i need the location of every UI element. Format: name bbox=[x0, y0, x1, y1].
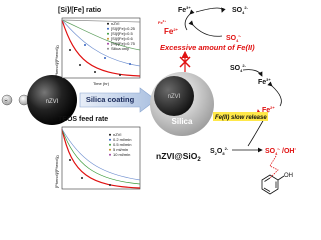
y-axis-label: [Phenol]/[Phenol]0 bbox=[54, 45, 60, 78]
ratio-title: [Si]/[Fe] ratio bbox=[58, 7, 101, 14]
blocked-x bbox=[179, 56, 191, 68]
top-fe3: Fe3+ bbox=[178, 5, 191, 14]
text-part: SO bbox=[230, 65, 241, 72]
top-so4-rad: SO4•- bbox=[226, 33, 242, 43]
legend-entry: Silica only bbox=[111, 46, 129, 51]
text-part: 2- bbox=[242, 63, 246, 68]
text-part: SO bbox=[232, 7, 243, 14]
y-label-text-2: [Phenol]/[Phenol] bbox=[54, 158, 59, 188]
text-part: O bbox=[217, 148, 223, 155]
text-part: Fe bbox=[258, 79, 266, 86]
legend-swatch bbox=[109, 138, 111, 141]
text-part: 4 bbox=[236, 38, 239, 43]
text-part: •- bbox=[277, 146, 280, 151]
product-sub: 2 bbox=[197, 157, 201, 163]
legend-entry: [Si]/[Fe]=0.5 bbox=[111, 31, 133, 36]
y-label-sub: 0 bbox=[55, 45, 60, 48]
text-part: SO bbox=[265, 148, 276, 155]
text-part: •- bbox=[238, 33, 241, 38]
legend-entry: 0.2 ml/min bbox=[113, 137, 131, 142]
coating-arrow bbox=[79, 87, 157, 113]
top-note: Excessive amount of Fe(II) bbox=[160, 43, 255, 52]
top-fe2: Fe2+ bbox=[164, 27, 179, 36]
legend-swatch bbox=[107, 32, 109, 35]
s2o8: S2O82- bbox=[210, 146, 229, 156]
legend-swatch bbox=[109, 133, 111, 136]
legend-entry: nZVI bbox=[111, 21, 119, 26]
text-part: 8 bbox=[222, 151, 225, 156]
product-label: nZVI@SiO2 bbox=[156, 151, 201, 163]
text-part: Fe bbox=[164, 27, 174, 36]
bottom-fe3: Fe3+ bbox=[258, 77, 271, 86]
text-part: 2+ bbox=[173, 27, 178, 32]
text-part: Fe bbox=[178, 7, 186, 14]
text-part: S bbox=[210, 148, 215, 155]
graphical-abstract: ⦿ nZVI [Si]/[Fe] ratio nZVI[Si]/[Fe]=0.2… bbox=[1, 5, 296, 195]
legend-swatch bbox=[109, 148, 111, 151]
nzvi-particle bbox=[27, 75, 77, 125]
text-part: /OH bbox=[280, 148, 294, 155]
legend-swatch bbox=[107, 37, 109, 40]
text-part: 2 bbox=[215, 151, 218, 156]
text-part: 4 bbox=[240, 68, 243, 73]
legend-swatch bbox=[107, 27, 109, 30]
legend-swatch bbox=[109, 153, 111, 156]
release-box bbox=[213, 112, 268, 121]
text-part: 2- bbox=[225, 146, 229, 151]
bottom-fe2: Fe2+ bbox=[262, 105, 275, 114]
text-part: Fe bbox=[158, 20, 163, 25]
top-so4: SO42- bbox=[232, 5, 249, 15]
y-label-sub-2: 0 bbox=[55, 155, 60, 158]
core-label: nZVI bbox=[168, 94, 181, 100]
bottom-cycle bbox=[225, 69, 282, 179]
text-part: • bbox=[294, 146, 296, 151]
legend-entry: 5 ml/min bbox=[113, 147, 128, 152]
legend-entry: [Si]/[Fe]=0.75 bbox=[111, 41, 136, 46]
y-axis-label-2: [Phenol]/[Phenol]0 bbox=[54, 155, 60, 188]
legend-entry: 10 ml/min bbox=[113, 152, 130, 157]
release-label: Fe(II) slow release bbox=[215, 115, 267, 121]
arrow-label: Silica coating bbox=[86, 95, 135, 104]
shell-label: Silica bbox=[172, 117, 193, 126]
text-part: 3+ bbox=[186, 5, 191, 10]
bottom-so4: SO42- bbox=[230, 63, 247, 73]
top-fe2-small: Fe2+ bbox=[158, 19, 166, 25]
phenol bbox=[261, 174, 285, 195]
nzvi-core bbox=[154, 76, 194, 116]
teos-title: TEOS feed rate bbox=[58, 116, 108, 123]
x-axis-label: Time (hr) bbox=[93, 81, 110, 86]
text-part: 4 bbox=[242, 10, 245, 15]
radicals: SO4•- /OH• bbox=[265, 146, 296, 156]
legend-entry: nZVI bbox=[113, 132, 121, 137]
legend-swatch bbox=[109, 143, 111, 146]
top-cycle bbox=[184, 7, 226, 37]
text-part: 2- bbox=[244, 5, 248, 10]
particle-label: nZVI bbox=[46, 99, 59, 105]
text-part: SO bbox=[226, 35, 237, 42]
text-part: 2+ bbox=[163, 19, 167, 23]
teos-plot bbox=[61, 126, 141, 190]
text-part: 2+ bbox=[270, 105, 275, 110]
legend-entry: 0.5 ml/min bbox=[113, 142, 131, 147]
legend-entry: [Si]/[Fe]=0.6 bbox=[111, 36, 133, 41]
text-part: 3+ bbox=[266, 77, 271, 82]
legend-swatch bbox=[107, 42, 109, 45]
legend-swatch bbox=[107, 22, 109, 25]
text-part: Fe bbox=[262, 107, 270, 114]
svg-text:⦿: ⦿ bbox=[4, 97, 8, 103]
phenol-oh: OH bbox=[284, 173, 293, 179]
ratio-legend: nZVI[Si]/[Fe]=0.25[Si]/[Fe]=0.5[Si]/[Fe]… bbox=[107, 21, 136, 51]
ratio-plot bbox=[61, 17, 141, 79]
precursor-particles: ⦿ bbox=[1, 94, 30, 106]
legend-entry: [Si]/[Fe]=0.25 bbox=[111, 26, 136, 31]
product-base: nZVI@SiO bbox=[156, 151, 198, 161]
y-label-text: [Phenol]/[Phenol] bbox=[54, 48, 59, 78]
legend-swatch bbox=[107, 47, 109, 50]
text-part: 4 bbox=[275, 151, 278, 156]
